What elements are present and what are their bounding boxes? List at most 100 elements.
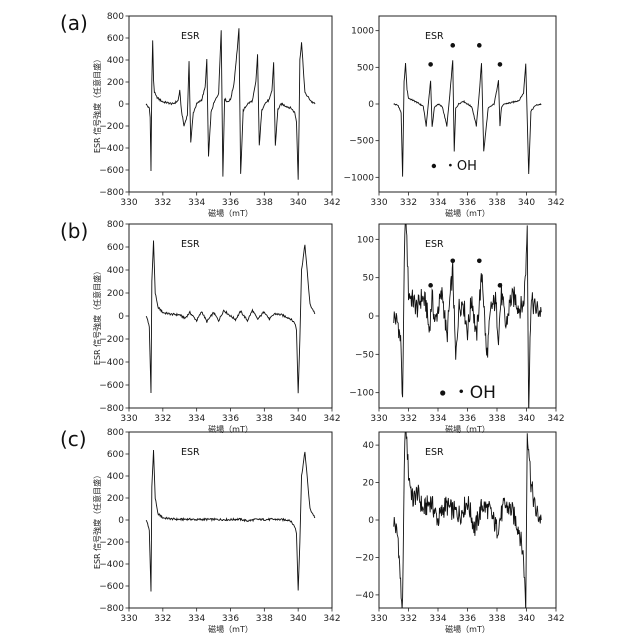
esr-panel-3: 330332334336338340342−100−50050100磁場（mT）… (349, 214, 564, 434)
plot-title: ESR (181, 239, 200, 250)
oh-peak-marker (498, 62, 503, 67)
y-tick-label: −1000 (344, 173, 375, 183)
esr-panel-4: 330332334336338340342−800−600−400−200020… (92, 428, 341, 634)
y-axis-label: ESR 信号強度（任意目盛） (92, 55, 102, 153)
x-tick-label: 336 (222, 414, 239, 424)
x-tick-label: 332 (400, 614, 417, 624)
y-tick-label: 0 (118, 516, 124, 526)
y-tick-label: 600 (107, 450, 124, 460)
y-tick-label: 40 (363, 441, 375, 451)
x-tick-label: 334 (429, 198, 446, 208)
x-tick-label: 330 (120, 198, 137, 208)
y-tick-label: 0 (368, 516, 374, 526)
y-tick-label: −800 (99, 604, 124, 614)
x-tick-label: 340 (290, 414, 307, 424)
x-tick-label: 342 (323, 614, 340, 624)
panel-label-b: (b) (60, 219, 88, 243)
esr-panel-5: 330332334336338340342−40−2002040磁場（mT）ES… (355, 423, 565, 634)
y-tick-label: −400 (99, 144, 124, 154)
x-tick-label: 332 (400, 198, 417, 208)
plot-title: ESR (425, 447, 444, 458)
plot-title: ESR (181, 31, 200, 42)
oh-peak-marker (428, 283, 433, 288)
x-tick-label: 338 (256, 614, 273, 624)
x-tick-label: 330 (120, 614, 137, 624)
y-axis-label: ESR 信号強度（任意目盛） (92, 471, 102, 569)
x-tick-label: 340 (290, 614, 307, 624)
y-tick-label: 50 (363, 274, 375, 284)
panel-label-a: (a) (60, 11, 88, 35)
y-tick-label: 600 (107, 34, 124, 44)
esr-panel-2: 330332334336338340342−800−600−400−200020… (92, 220, 341, 434)
y-tick-label: 0 (368, 100, 374, 110)
y-tick-label: −800 (99, 188, 124, 198)
y-tick-label: −800 (99, 404, 124, 414)
y-tick-label: 400 (107, 56, 124, 66)
x-tick-label: 334 (188, 198, 205, 208)
x-axis-label: 磁場（mT） (208, 624, 253, 634)
y-tick-label: −200 (99, 122, 124, 132)
oh-peak-marker (450, 259, 455, 264)
x-tick-label: 336 (459, 198, 476, 208)
y-tick-label: −50 (355, 350, 374, 360)
x-tick-label: 340 (518, 414, 535, 424)
x-tick-label: 330 (120, 414, 137, 424)
x-tick-label: 332 (400, 414, 417, 424)
legend-marker (440, 390, 445, 395)
esr-panel-0: 330332334336338340342−800−600−400−200020… (92, 12, 341, 218)
x-tick-label: 334 (188, 614, 205, 624)
x-tick-label: 330 (370, 198, 387, 208)
y-tick-label: 200 (107, 289, 124, 299)
x-tick-label: 338 (256, 414, 273, 424)
oh-peak-marker (477, 259, 482, 264)
x-tick-label: 342 (547, 198, 564, 208)
y-tick-label: 800 (107, 12, 124, 22)
legend-marker (432, 164, 436, 168)
y-tick-label: 200 (107, 494, 124, 504)
y-tick-label: 800 (107, 220, 124, 230)
y-tick-label: −20 (355, 553, 374, 563)
oh-peak-marker (428, 62, 433, 67)
x-tick-label: 340 (518, 614, 535, 624)
y-tick-label: −500 (349, 137, 374, 147)
plot-title: ESR (425, 31, 444, 42)
x-tick-label: 338 (256, 198, 273, 208)
y-tick-label: 0 (368, 312, 374, 322)
y-tick-label: −400 (99, 358, 124, 368)
x-axis-label: 磁場（mT） (208, 208, 253, 218)
y-tick-label: 0 (118, 100, 124, 110)
y-tick-label: 800 (107, 428, 124, 438)
x-tick-label: 336 (459, 614, 476, 624)
esr-panel-1: 330332334336338340342−1000−50005001000磁場… (344, 16, 565, 218)
plot-title: ESR (425, 239, 444, 250)
x-tick-label: 336 (222, 614, 239, 624)
y-tick-label: −200 (99, 335, 124, 345)
oh-peak-marker (450, 43, 455, 48)
y-tick-label: 600 (107, 243, 124, 253)
y-tick-label: −600 (99, 166, 124, 176)
y-tick-label: 1000 (351, 27, 374, 37)
y-tick-label: −600 (99, 582, 124, 592)
x-tick-label: 334 (188, 414, 205, 424)
esr-signal-line (394, 423, 542, 613)
x-tick-label: 342 (547, 414, 564, 424)
y-tick-label: 0 (118, 312, 124, 322)
x-tick-label: 342 (323, 414, 340, 424)
x-tick-label: 340 (518, 198, 535, 208)
y-tick-label: −100 (349, 389, 374, 399)
x-tick-label: 330 (370, 614, 387, 624)
y-tick-label: 20 (363, 479, 375, 489)
x-axis-label: 磁場（mT） (445, 208, 490, 218)
y-tick-label: 400 (107, 472, 124, 482)
y-tick-label: 200 (107, 78, 124, 88)
esr-signal-line (146, 240, 315, 393)
x-tick-label: 340 (290, 198, 307, 208)
y-tick-label: 500 (357, 63, 374, 73)
x-tick-label: 332 (154, 198, 171, 208)
esr-signal-line (146, 28, 315, 179)
panel-label-c: (c) (60, 427, 87, 451)
x-tick-label: 332 (154, 614, 171, 624)
x-tick-label: 336 (459, 414, 476, 424)
y-tick-label: −400 (99, 560, 124, 570)
